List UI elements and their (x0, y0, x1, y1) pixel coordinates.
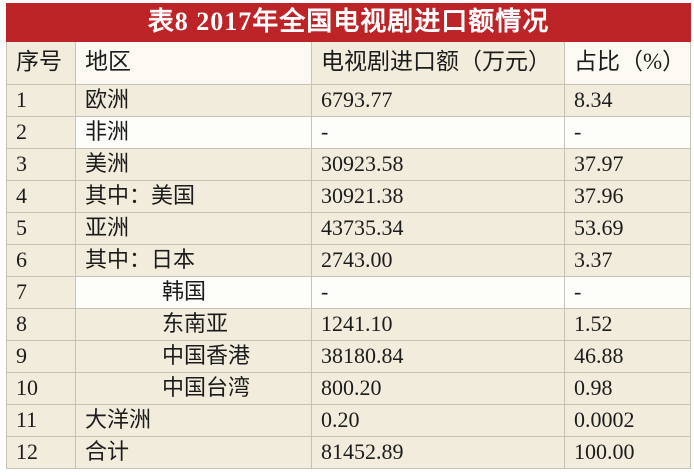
header-region: 地区 (75, 40, 312, 85)
cell-import-amount: 0.20 (311, 403, 565, 437)
cell-serial-number: 9 (6, 339, 76, 373)
table-header-row: 序号 地区 电视剧进口额（万元） 占比（%） (6, 40, 692, 85)
cell-region: 非洲 (75, 115, 312, 149)
table-row: 6 其中：日本 2743.00 3.37 (6, 243, 692, 277)
cell-region: 其中：日本 (75, 243, 312, 277)
page: 表8 2017年全国电视剧进口额情况 序号 地区 电视剧进口额（万元） 占比（%… (5, 3, 692, 469)
cell-region: 韩国 (75, 275, 312, 309)
cell-share-percent: 3.37 (563, 243, 692, 277)
cell-import-amount: - (311, 275, 565, 309)
table-title-row: 表8 2017年全国电视剧进口额情况 (5, 3, 692, 42)
cell-share-percent: 53.69 (563, 211, 692, 245)
table-row: 12 合计 81452.89 100.00 (6, 435, 692, 469)
cell-share-percent: - (563, 115, 692, 149)
cell-import-amount: 30923.58 (311, 147, 565, 181)
cell-serial-number: 7 (6, 275, 76, 309)
cell-import-amount: 81452.89 (311, 435, 565, 469)
cell-region: 中国香港 (75, 339, 312, 373)
cell-serial-number: 12 (6, 435, 76, 469)
cell-import-amount: 800.20 (311, 371, 565, 405)
cell-region: 大洋洲 (75, 403, 312, 437)
cell-share-percent: 37.96 (563, 179, 692, 213)
table-row: 1 欧洲 6793.77 8.34 (6, 83, 692, 117)
cell-import-amount: 6793.77 (311, 83, 565, 117)
table-title: 表8 2017年全国电视剧进口额情况 (5, 3, 692, 42)
cell-serial-number: 11 (6, 403, 76, 437)
table-body: 1 欧洲 6793.77 8.34 2 非洲 - -3 美洲 30923.58 37.97 4 其中：美… (6, 83, 692, 469)
cell-serial-number: 5 (6, 211, 76, 245)
table-row: 7 韩国 - - (6, 275, 692, 309)
cell-serial-number: 3 (6, 147, 76, 181)
cell-serial-number: 1 (6, 83, 76, 117)
table-row: 8 东南亚 1241.10 1.52 (6, 307, 692, 341)
table-row: 10 中国台湾 800.20 0.98 (6, 371, 692, 405)
cell-region: 其中：美国 (75, 179, 312, 213)
cell-share-percent: 100.00 (563, 435, 692, 469)
cell-share-percent: 0.98 (563, 371, 692, 405)
table-row: 9 中国香港 38180.84 46.88 (6, 339, 692, 373)
cell-share-percent: 1.52 (563, 307, 692, 341)
table-row: 11 大洋洲 0.20 0.0002 (6, 403, 692, 437)
cell-share-percent: 8.34 (563, 83, 692, 117)
cell-region: 东南亚 (75, 307, 312, 341)
cell-region: 合计 (75, 435, 312, 469)
cell-serial-number: 10 (6, 371, 76, 405)
cell-serial-number: 8 (6, 307, 76, 341)
cell-serial-number: 4 (6, 179, 76, 213)
table-row: 5 亚洲 43735.34 53.69 (6, 211, 692, 245)
table-row: 2 非洲 - - (6, 115, 692, 149)
cell-import-amount: - (311, 115, 565, 149)
cell-share-percent: - (563, 275, 692, 309)
cell-import-amount: 30921.38 (311, 179, 565, 213)
cell-region: 欧洲 (75, 83, 312, 117)
cell-share-percent: 37.97 (563, 147, 692, 181)
cell-share-percent: 46.88 (563, 339, 692, 373)
cell-import-amount: 43735.34 (311, 211, 565, 245)
cell-serial-number: 2 (6, 115, 76, 149)
cell-share-percent: 0.0002 (563, 403, 692, 437)
header-import-amount: 电视剧进口额（万元） (311, 40, 565, 85)
cell-region: 美洲 (75, 147, 312, 181)
cell-serial-number: 6 (6, 243, 76, 277)
header-serial-number: 序号 (6, 40, 76, 85)
cell-import-amount: 2743.00 (311, 243, 565, 277)
cell-region: 中国台湾 (75, 371, 312, 405)
cell-import-amount: 1241.10 (311, 307, 565, 341)
cell-region: 亚洲 (75, 211, 312, 245)
table-row: 3 美洲 30923.58 37.97 (6, 147, 692, 181)
import-table: 表8 2017年全国电视剧进口额情况 序号 地区 电视剧进口额（万元） 占比（%… (5, 3, 692, 469)
table-row: 4 其中：美国 30921.38 37.96 (6, 179, 692, 213)
cell-import-amount: 38180.84 (311, 339, 565, 373)
header-share-percent: 占比（%） (563, 40, 692, 85)
